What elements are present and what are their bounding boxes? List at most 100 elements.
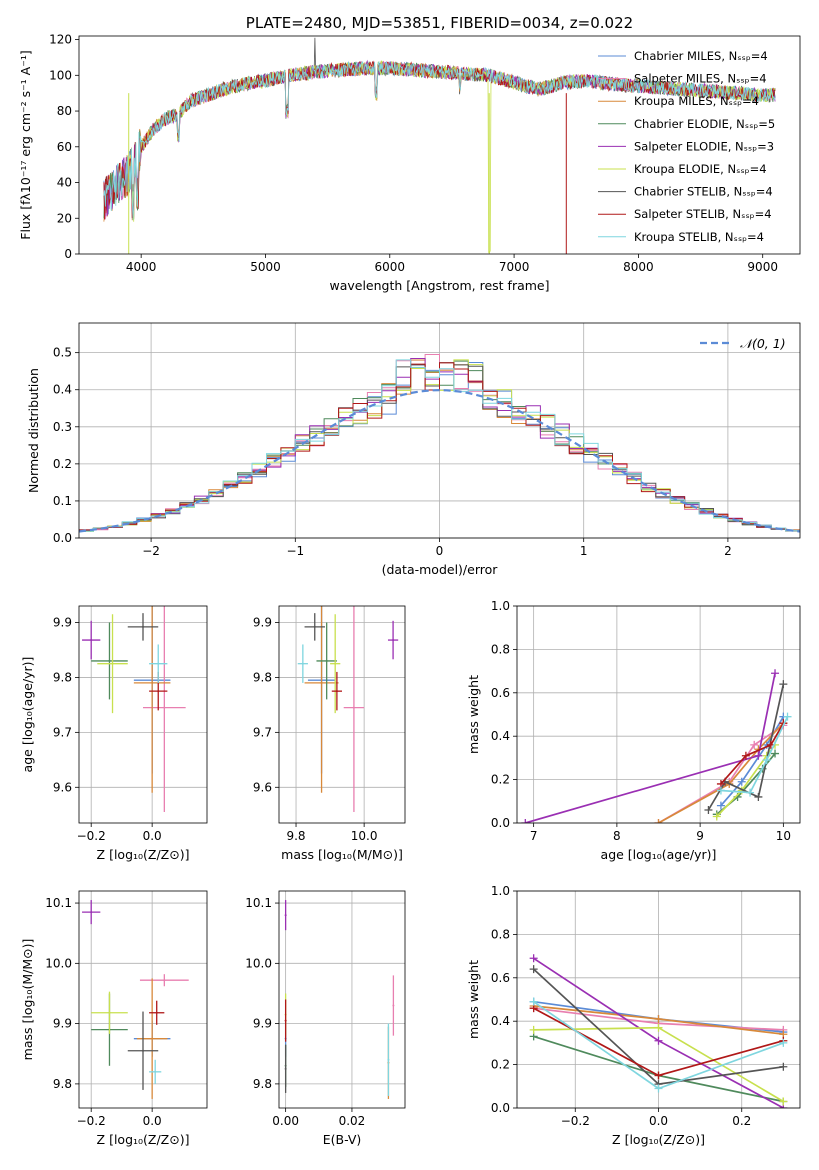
x-tick-label: 0.02 xyxy=(339,1114,366,1128)
data-point xyxy=(90,639,93,642)
plot-area xyxy=(529,954,788,1108)
y-tick-label: 0.0 xyxy=(491,1101,510,1115)
axes-1: −2 −1 0 1 2 0.0 0.1 0.2 0.3 0.4 0.5 (data-model)/er… xyxy=(26,322,801,577)
x-tick-label: 7 xyxy=(530,829,538,843)
legend-entry: Kroupa STELIB, Nₛₛₚ=4 xyxy=(634,230,764,244)
x-tick-label: −0.2 xyxy=(77,829,106,843)
plus-marker xyxy=(654,1023,663,1032)
y-tick-label: 0.0 xyxy=(491,816,510,830)
y-axis-label: age [log₁₀(age/yr)] xyxy=(20,657,35,773)
y-tick-label: 0.5 xyxy=(53,346,72,360)
y-tick-label: 120 xyxy=(49,33,72,47)
x-tick-label: 6000 xyxy=(375,260,406,274)
x-tick-label: 0.2 xyxy=(732,1114,751,1128)
legend-entry: Chabrier STELIB, Nₛₛₚ=4 xyxy=(634,185,773,199)
y-tick-label: 9.8 xyxy=(253,1077,272,1091)
y-tick-label: 1.0 xyxy=(491,884,510,898)
y-axis-label: mass [log₁₀(M/M⊙)] xyxy=(20,939,35,1061)
plus-marker xyxy=(521,819,530,823)
plus-marker xyxy=(654,1071,663,1080)
y-tick-label: 0.8 xyxy=(491,927,510,941)
x-axis-label: E(B-V) xyxy=(323,1132,362,1147)
y-tick-label: 0.4 xyxy=(53,383,72,397)
y-tick-label: 9.6 xyxy=(253,780,272,794)
data-point xyxy=(392,1004,395,1007)
data-point xyxy=(151,681,154,684)
y-tick-label: 0.6 xyxy=(491,686,510,700)
plot-area xyxy=(82,900,189,1099)
data-point xyxy=(163,979,166,982)
data-point xyxy=(111,662,114,665)
x-tick-label: −0.2 xyxy=(561,1114,590,1128)
legend-entry: Salpeter STELIB, Nₛₛₚ=4 xyxy=(634,207,772,221)
y-tick-label: 0.4 xyxy=(491,1014,510,1028)
y-axis-label: Normed distribution xyxy=(26,368,41,493)
data-point xyxy=(163,706,166,709)
y-tick-label: 0.4 xyxy=(491,729,510,743)
legend: Chabrier MILES, Nₛₛₚ=4 Salpeter MILES, Nₛ… xyxy=(598,49,775,244)
plus-marker xyxy=(654,1084,663,1093)
plus-marker xyxy=(762,756,771,765)
x-tick-label: 5000 xyxy=(250,260,281,274)
plus-marker xyxy=(654,1036,663,1045)
y-tick-label: 60 xyxy=(57,140,72,154)
legend-entry: Kroupa MILES, Nₛₛₚ=4 xyxy=(634,94,759,108)
data-point xyxy=(334,662,337,665)
data-point xyxy=(284,1067,287,1070)
plus-marker xyxy=(779,1038,788,1047)
legend-entry: Salpeter MILES, Nₛₛₚ=4 xyxy=(634,72,767,86)
plus-marker xyxy=(754,751,763,760)
y-axis-label: Flux [fλ10⁻¹⁷ erg cm⁻² s⁻¹ A⁻¹] xyxy=(18,50,33,239)
legend-entry: Kroupa ELODIE, Nₛₛₚ=4 xyxy=(634,162,767,176)
histogram-step xyxy=(79,354,800,531)
data-point xyxy=(151,1037,154,1040)
plus-marker xyxy=(783,712,792,721)
y-tick-label: 0.2 xyxy=(491,1058,510,1072)
x-tick-label: 9.8 xyxy=(286,829,305,843)
x-tick-label: 0.0 xyxy=(143,1114,162,1128)
y-tick-label: 10.0 xyxy=(45,956,72,970)
data-point xyxy=(301,662,304,665)
plus-marker xyxy=(779,1097,788,1106)
x-tick-label: 0.00 xyxy=(272,1114,299,1128)
plus-marker xyxy=(754,792,763,801)
data-point xyxy=(155,1011,158,1014)
y-tick-label: 9.8 xyxy=(53,1077,72,1091)
axes-frame xyxy=(516,605,801,824)
plus-marker xyxy=(771,749,780,758)
plot-area xyxy=(82,606,186,813)
y-tick-label: 100 xyxy=(49,68,72,82)
axes-frame xyxy=(278,890,406,1109)
data-point xyxy=(157,690,160,693)
data-point xyxy=(335,690,338,693)
y-tick-label: 9.7 xyxy=(53,725,72,739)
series-line xyxy=(658,724,784,823)
axes-3: 9.8 10.0 9.6 9.7 9.8 9.9 mass [log₁₀(M/M⊙)] xyxy=(253,605,406,862)
spectrum-line xyxy=(103,60,564,222)
x-tick-label: 0.0 xyxy=(143,829,162,843)
y-tick-label: 9.6 xyxy=(53,780,72,794)
x-axis-label: Z [log₁₀(Z/Z⊙)] xyxy=(612,1132,705,1147)
data-point xyxy=(284,914,287,917)
data-point xyxy=(313,625,316,628)
x-tick-label: 4000 xyxy=(126,260,157,274)
y-tick-label: 10.0 xyxy=(245,956,272,970)
plus-marker xyxy=(779,1062,788,1071)
series-line xyxy=(720,716,789,794)
data-point xyxy=(108,659,111,662)
y-tick-label: 9.9 xyxy=(253,1017,272,1031)
normal-curve xyxy=(79,388,800,533)
plus-marker xyxy=(704,805,713,814)
plus-marker xyxy=(529,1025,538,1034)
x-tick-label: 9 xyxy=(696,829,704,843)
x-tick-label: 7000 xyxy=(499,260,530,274)
axes-0: 4000 5000 6000 7000 8000 9000 0 20 40 60 80 100 120 w… xyxy=(18,14,801,293)
x-tick-label: 0.0 xyxy=(649,1114,668,1128)
y-tick-label: 0.3 xyxy=(53,420,72,434)
x-tick-label: 2 xyxy=(724,544,732,558)
x-tick-label: 10 xyxy=(776,829,791,843)
legend: 𝒩(0, 1) xyxy=(700,336,786,351)
y-tick-label: 0.2 xyxy=(53,457,72,471)
y-tick-label: 9.7 xyxy=(253,725,272,739)
